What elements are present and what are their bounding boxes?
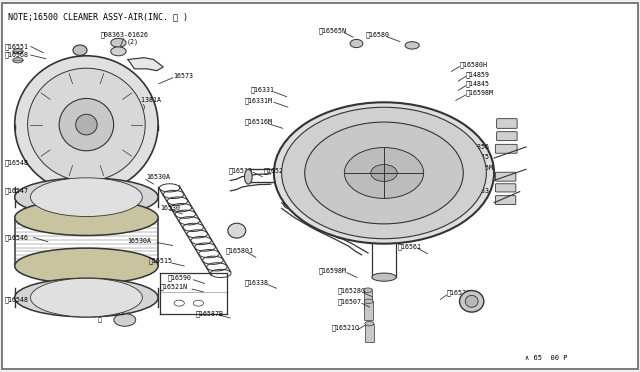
- Text: 16530A: 16530A: [146, 174, 170, 180]
- Ellipse shape: [15, 248, 158, 284]
- Ellipse shape: [274, 102, 494, 244]
- Text: Ⓝ: Ⓝ: [97, 317, 101, 323]
- Text: Ⓛ08911-20810: Ⓛ08911-20810: [95, 128, 143, 134]
- Circle shape: [193, 300, 204, 306]
- Text: ※16598M: ※16598M: [319, 267, 347, 274]
- Polygon shape: [128, 58, 163, 71]
- Text: ※16561: ※16561: [398, 243, 422, 250]
- Text: ※16516M: ※16516M: [244, 119, 273, 125]
- Ellipse shape: [460, 291, 484, 312]
- Ellipse shape: [350, 39, 363, 48]
- Text: ※16523: ※16523: [447, 290, 471, 296]
- Text: ※16510: ※16510: [229, 167, 253, 174]
- Text: 16530A: 16530A: [127, 238, 151, 244]
- Text: ※16587B: ※16587B: [195, 310, 223, 317]
- Circle shape: [111, 38, 126, 47]
- Text: ※16521N: ※16521N: [160, 284, 188, 291]
- Text: ※14845: ※14845: [466, 154, 490, 160]
- Text: (2): (2): [116, 135, 129, 141]
- Ellipse shape: [305, 122, 463, 224]
- Text: ※16580H: ※16580H: [460, 61, 488, 68]
- Text: ※16568: ※16568: [4, 52, 29, 58]
- Text: ※16565N: ※16565N: [319, 28, 347, 34]
- Ellipse shape: [244, 169, 252, 184]
- Text: ※16331: ※16331: [251, 87, 275, 93]
- Bar: [364, 301, 373, 320]
- FancyBboxPatch shape: [497, 132, 517, 141]
- Ellipse shape: [73, 45, 87, 55]
- Ellipse shape: [282, 107, 486, 239]
- Text: Ⓞ08915-1381A: Ⓞ08915-1381A: [114, 96, 162, 103]
- Text: (4): (4): [114, 308, 126, 315]
- Ellipse shape: [15, 200, 158, 235]
- Circle shape: [111, 47, 126, 56]
- FancyBboxPatch shape: [495, 196, 516, 205]
- Ellipse shape: [465, 295, 478, 307]
- Text: ※16515: ※16515: [148, 258, 173, 264]
- Ellipse shape: [31, 178, 142, 217]
- Ellipse shape: [15, 178, 158, 217]
- Ellipse shape: [76, 114, 97, 135]
- Circle shape: [174, 300, 184, 306]
- Text: ※14845: ※14845: [466, 80, 490, 87]
- Text: NOTE;16500 CLEANER ASSY-AIR(INC. ※ ): NOTE;16500 CLEANER ASSY-AIR(INC. ※ ): [8, 12, 188, 21]
- Text: ※14859: ※14859: [466, 71, 490, 78]
- Text: ※16590: ※16590: [168, 275, 192, 281]
- Ellipse shape: [59, 99, 114, 151]
- FancyBboxPatch shape: [495, 184, 516, 192]
- Polygon shape: [116, 134, 134, 143]
- Ellipse shape: [15, 278, 158, 317]
- Text: ※16546: ※16546: [5, 234, 29, 241]
- Ellipse shape: [364, 288, 372, 292]
- Ellipse shape: [364, 299, 373, 304]
- Text: ∧ 65  00 P: ∧ 65 00 P: [525, 355, 567, 361]
- Ellipse shape: [371, 164, 397, 182]
- Ellipse shape: [405, 42, 419, 49]
- Ellipse shape: [372, 273, 396, 281]
- Circle shape: [309, 215, 324, 224]
- Ellipse shape: [28, 68, 145, 181]
- Circle shape: [335, 230, 350, 239]
- Ellipse shape: [228, 223, 246, 238]
- Text: Ⓝ08363-61626: Ⓝ08363-61626: [101, 32, 149, 38]
- Text: ※16338: ※16338: [244, 279, 269, 286]
- Text: ※16580: ※16580: [366, 32, 390, 38]
- Circle shape: [284, 200, 299, 209]
- Text: ※16533: ※16533: [466, 187, 490, 194]
- Text: ※16528G: ※16528G: [338, 288, 366, 294]
- Text: ※16548: ※16548: [5, 160, 29, 166]
- FancyBboxPatch shape: [495, 172, 516, 181]
- Ellipse shape: [344, 148, 424, 198]
- Text: 16530: 16530: [160, 205, 180, 211]
- Text: ※16507: ※16507: [338, 298, 362, 305]
- Text: ※16598M: ※16598M: [466, 90, 494, 96]
- Text: ※16547: ※16547: [5, 187, 29, 194]
- Ellipse shape: [31, 278, 142, 317]
- Ellipse shape: [13, 58, 23, 63]
- Text: ※16551: ※16551: [4, 43, 29, 50]
- Bar: [365, 324, 374, 342]
- Circle shape: [125, 105, 143, 116]
- Text: ※14856: ※14856: [466, 143, 490, 150]
- Ellipse shape: [13, 49, 23, 54]
- Text: ※16548: ※16548: [5, 296, 29, 303]
- Ellipse shape: [365, 321, 374, 326]
- Text: (2): (2): [127, 39, 139, 45]
- FancyBboxPatch shape: [497, 119, 517, 128]
- Text: ※16521M: ※16521M: [264, 167, 292, 174]
- Ellipse shape: [15, 56, 158, 193]
- Text: ※16565M: ※16565M: [466, 164, 494, 171]
- Bar: [364, 290, 372, 309]
- Text: 16573: 16573: [173, 73, 193, 79]
- Text: (2): (2): [134, 103, 147, 110]
- Text: Ⓝ08360-61023: Ⓝ08360-61023: [88, 301, 136, 308]
- Circle shape: [114, 314, 136, 326]
- Text: ※16521O: ※16521O: [332, 325, 360, 331]
- FancyBboxPatch shape: [495, 144, 517, 153]
- Text: ※16580J: ※16580J: [225, 248, 253, 254]
- Text: ※16331M: ※16331M: [244, 97, 273, 104]
